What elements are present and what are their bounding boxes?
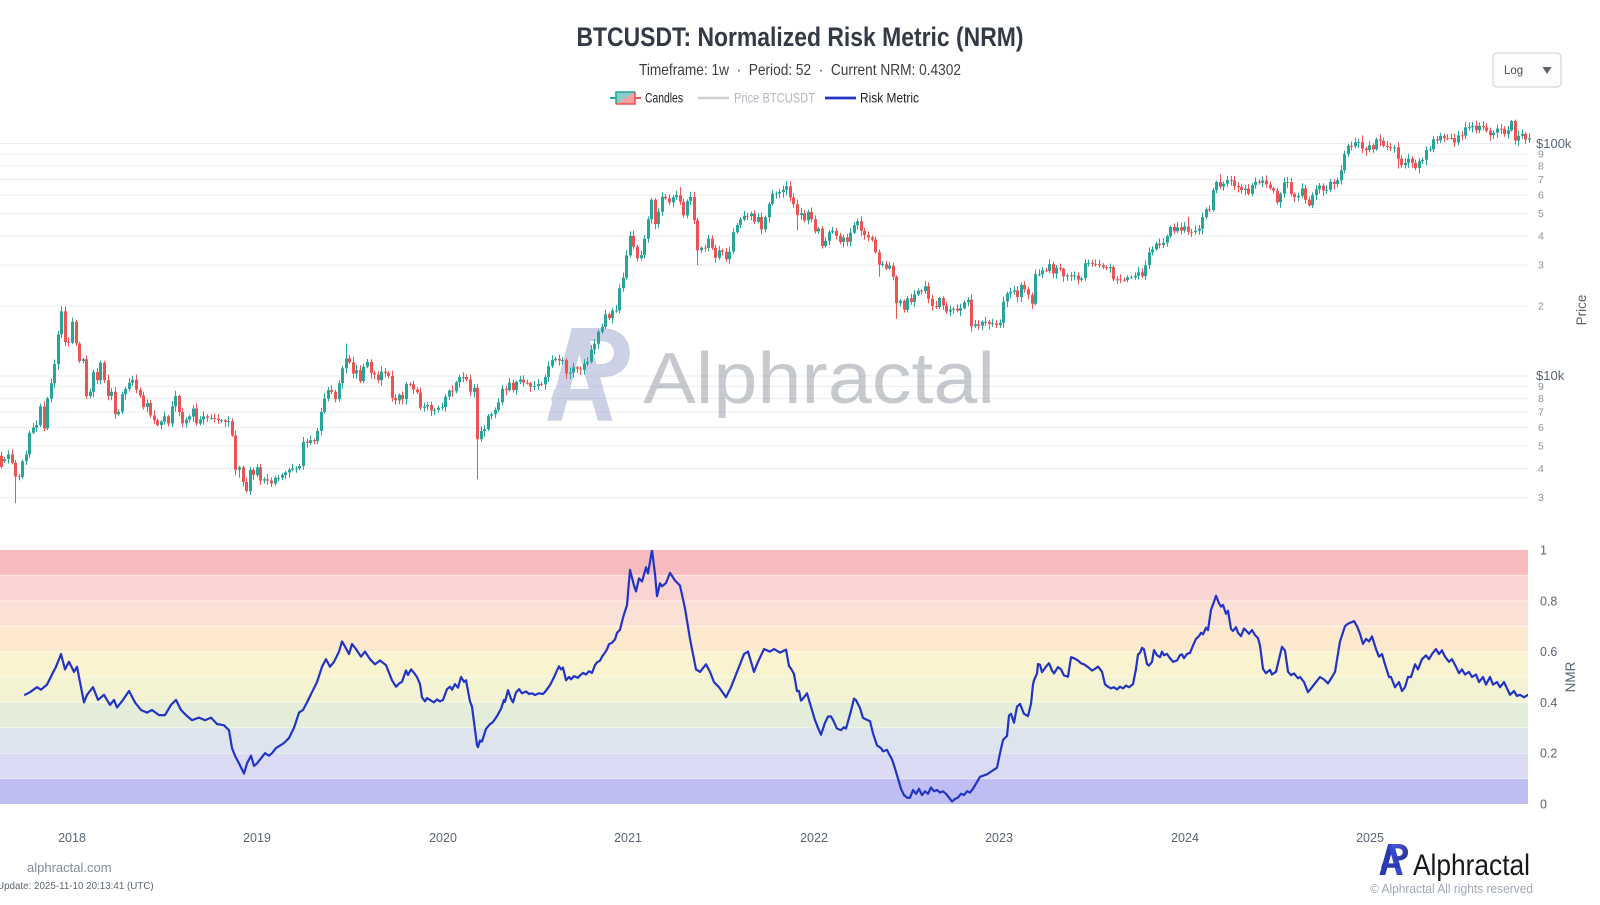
- svg-text:$10k: $10k: [1536, 368, 1565, 383]
- svg-text:Alphractal: Alphractal: [1413, 849, 1530, 882]
- svg-text:0.8: 0.8: [1540, 594, 1557, 608]
- svg-text:© Alphractal All rights reserv: © Alphractal All rights reserved: [1370, 881, 1533, 896]
- svg-text:4: 4: [1538, 463, 1544, 475]
- svg-text:1: 1: [1540, 544, 1547, 558]
- svg-text:2: 2: [1538, 301, 1544, 313]
- svg-text:9: 9: [1538, 149, 1544, 161]
- svg-text:4: 4: [1538, 231, 1544, 243]
- svg-text:8: 8: [1538, 161, 1544, 173]
- svg-text:2021: 2021: [614, 831, 642, 845]
- svg-text:Price BTCUSDT: Price BTCUSDT: [734, 91, 815, 106]
- svg-text:Update: 2025-11-10 20:13:41 (U: Update: 2025-11-10 20:13:41 (UTC): [0, 881, 154, 892]
- svg-text:6: 6: [1538, 422, 1544, 434]
- svg-text:Timeframe: 1w · Period: 52: Timeframe: 1w · Period: 52 · Current NRM…: [639, 62, 961, 79]
- svg-text:9: 9: [1538, 381, 1544, 393]
- svg-text:3: 3: [1538, 492, 1544, 504]
- svg-text:0.6: 0.6: [1540, 645, 1557, 659]
- svg-text:Alphractal: Alphractal: [643, 339, 995, 419]
- svg-text:Candles: Candles: [645, 91, 683, 106]
- svg-text:2023: 2023: [985, 831, 1013, 845]
- svg-text:NMR: NMR: [1563, 661, 1578, 692]
- svg-text:0: 0: [1540, 798, 1547, 812]
- svg-text:$100k: $100k: [1536, 136, 1572, 151]
- svg-text:2022: 2022: [800, 831, 828, 845]
- svg-text:5: 5: [1538, 208, 1544, 220]
- svg-text:BTCUSDT: Normalized Risk Metri: BTCUSDT: Normalized Risk Metric (NRM): [577, 22, 1024, 52]
- svg-text:7: 7: [1538, 174, 1544, 186]
- svg-text:Risk Metric: Risk Metric: [860, 91, 919, 106]
- svg-text:0.2: 0.2: [1540, 747, 1557, 761]
- svg-text:2018: 2018: [58, 831, 86, 845]
- svg-text:2019: 2019: [243, 831, 271, 845]
- svg-text:2024: 2024: [1171, 831, 1199, 845]
- svg-text:8: 8: [1538, 393, 1544, 405]
- svg-text:7: 7: [1538, 407, 1544, 419]
- svg-text:2025: 2025: [1356, 831, 1384, 845]
- svg-text:2020: 2020: [429, 831, 457, 845]
- svg-text:0.4: 0.4: [1540, 696, 1557, 710]
- svg-text:Price: Price: [1574, 295, 1589, 326]
- svg-text:5: 5: [1538, 441, 1544, 453]
- svg-text:6: 6: [1538, 190, 1544, 202]
- svg-text:Log: Log: [1504, 65, 1523, 77]
- svg-text:alphractal.com: alphractal.com: [27, 860, 112, 875]
- svg-text:3: 3: [1538, 260, 1544, 272]
